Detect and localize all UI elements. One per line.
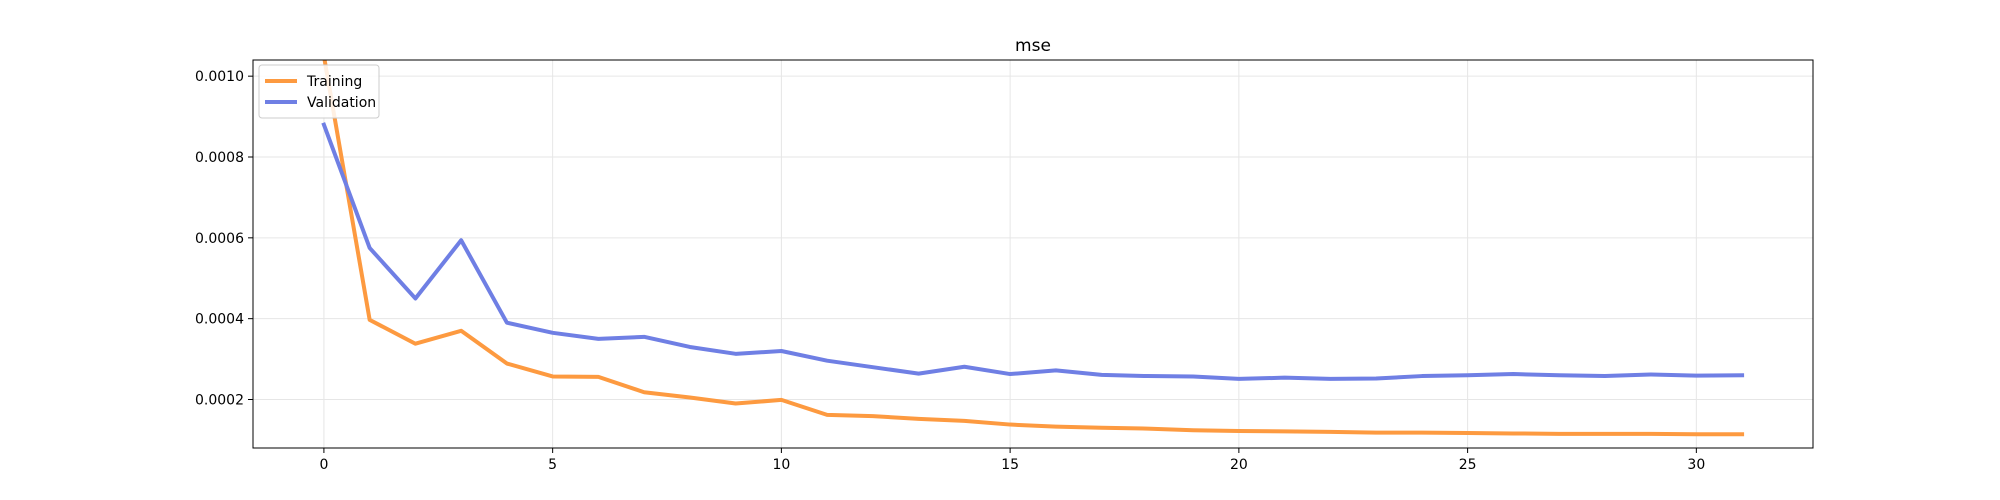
x-tick-label: 25	[1459, 457, 1477, 473]
y-tick-label: 0.0002	[195, 393, 244, 409]
x-tick-label: 20	[1230, 457, 1248, 473]
x-tick-label: 10	[772, 457, 790, 473]
series-lines	[321, 60, 1745, 437]
legend: Training Validation	[258, 64, 380, 119]
legend-label-validation: Validation	[307, 95, 376, 111]
y-tick-label: 0.0008	[195, 150, 244, 166]
x-tick-label: 15	[1001, 457, 1019, 473]
series-line-validation	[321, 122, 1745, 381]
y-tick-label: 0.0006	[195, 231, 244, 247]
plot-frame	[252, 59, 1814, 449]
legend-box	[258, 64, 380, 119]
x-tick-label: 0	[319, 457, 328, 473]
axis-ticks: 0 5 10 15 20 25 30 0.0002 0.0004 0.0006 0.0008 0.00…	[195, 69, 1705, 473]
series-line-training	[322, 60, 1745, 437]
y-tick-label: 0.0010	[195, 69, 244, 85]
chart-title: mse	[1015, 36, 1051, 56]
x-tick-label: 5	[548, 457, 557, 473]
series-group	[321, 60, 1745, 437]
y-tick-label: 0.0004	[195, 312, 244, 328]
x-tick-label: 30	[1687, 457, 1705, 473]
grid	[253, 60, 1813, 448]
legend-label-training: Training	[306, 74, 362, 90]
